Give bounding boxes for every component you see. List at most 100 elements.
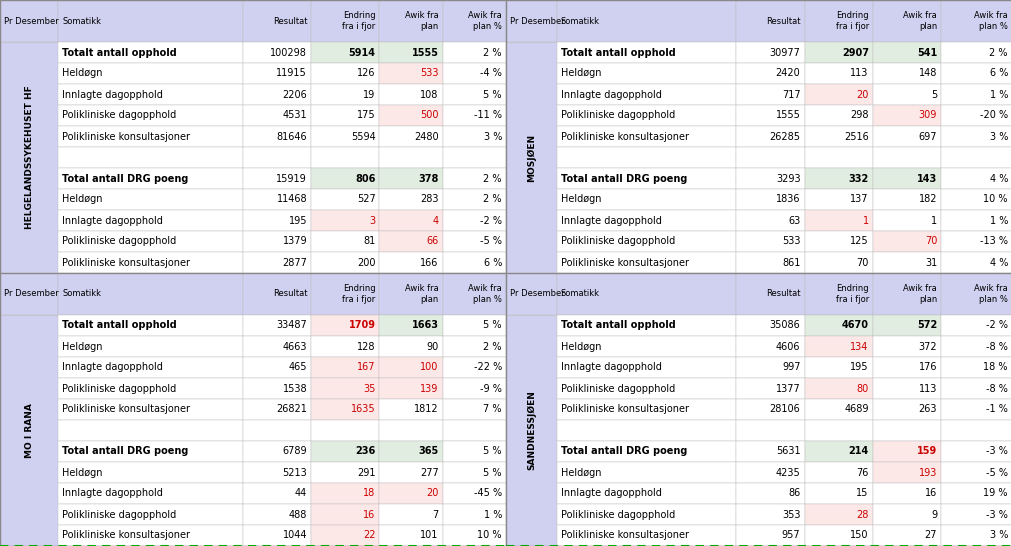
Text: 1379: 1379	[282, 236, 307, 246]
Text: Polikliniske konsultasjoner: Polikliniske konsultasjoner	[560, 405, 687, 414]
Bar	[379, 504, 443, 525]
Text: 30977: 30977	[768, 48, 800, 57]
Bar	[804, 462, 871, 483]
Bar	[556, 357, 736, 378]
Bar	[243, 42, 311, 63]
Bar	[804, 231, 871, 252]
Text: 861: 861	[782, 258, 800, 268]
Text: 81646: 81646	[276, 132, 307, 141]
Bar	[379, 168, 443, 189]
Text: Totalt antall opphold: Totalt antall opphold	[560, 48, 674, 57]
Bar	[379, 126, 443, 147]
Bar	[556, 63, 736, 84]
Bar	[871, 63, 940, 84]
Text: 277: 277	[420, 467, 439, 478]
Bar	[736, 420, 804, 441]
Bar	[871, 147, 940, 168]
Bar	[871, 441, 940, 462]
Text: 90: 90	[426, 341, 439, 352]
Bar	[556, 504, 736, 525]
Text: Pr Desember: Pr Desember	[4, 16, 59, 26]
Text: -2 %: -2 %	[479, 216, 501, 225]
Text: 70: 70	[855, 258, 867, 268]
Bar	[736, 147, 804, 168]
Bar	[379, 63, 443, 84]
Text: 148: 148	[918, 68, 936, 79]
Bar	[871, 378, 940, 399]
Bar	[871, 525, 940, 546]
Text: 4531: 4531	[282, 110, 307, 121]
Bar	[940, 441, 1011, 462]
Bar	[556, 168, 736, 189]
Bar	[379, 210, 443, 231]
Bar	[311, 105, 379, 126]
Bar	[379, 189, 443, 210]
Bar	[556, 210, 736, 231]
Bar	[59, 483, 243, 504]
Text: 236: 236	[355, 447, 375, 456]
Text: 5631: 5631	[775, 447, 800, 456]
Text: -2 %: -2 %	[985, 321, 1007, 330]
Text: 166: 166	[420, 258, 439, 268]
Bar	[243, 273, 311, 315]
Text: 20: 20	[855, 90, 867, 99]
Bar	[940, 168, 1011, 189]
Bar	[311, 231, 379, 252]
Text: Endring
fra i fjor: Endring fra i fjor	[342, 284, 375, 304]
Text: Innlagte dagopphold: Innlagte dagopphold	[560, 90, 661, 99]
Text: Heldøgn: Heldøgn	[560, 467, 601, 478]
Bar	[0, 42, 59, 273]
Text: 18: 18	[363, 489, 375, 498]
Text: Innlagte dagopphold: Innlagte dagopphold	[63, 216, 163, 225]
Text: 533: 533	[782, 236, 800, 246]
Text: 27: 27	[924, 531, 936, 541]
Text: Innlagte dagopphold: Innlagte dagopphold	[63, 363, 163, 372]
Bar	[59, 399, 243, 420]
Bar	[804, 189, 871, 210]
Bar	[736, 315, 804, 336]
Bar	[871, 231, 940, 252]
Text: Heldøgn: Heldøgn	[560, 194, 601, 205]
Text: Polikliniske dagopphold: Polikliniske dagopphold	[63, 509, 176, 519]
Text: 5: 5	[930, 90, 936, 99]
Text: 19: 19	[363, 90, 375, 99]
Bar	[311, 42, 379, 63]
Bar	[243, 462, 311, 483]
Bar	[243, 483, 311, 504]
Bar	[940, 483, 1011, 504]
Bar	[940, 210, 1011, 231]
Bar	[940, 273, 1011, 315]
Bar	[379, 525, 443, 546]
Text: 365: 365	[418, 447, 439, 456]
Bar	[311, 63, 379, 84]
Text: Awik fra
plan: Awik fra plan	[903, 284, 936, 304]
Bar	[940, 336, 1011, 357]
Bar	[379, 483, 443, 504]
Bar	[311, 273, 379, 315]
Text: 175: 175	[357, 110, 375, 121]
Bar	[443, 273, 506, 315]
Bar	[443, 399, 506, 420]
Text: 31: 31	[924, 258, 936, 268]
Bar	[736, 378, 804, 399]
Text: 139: 139	[420, 383, 439, 394]
Bar	[804, 126, 871, 147]
Bar	[940, 315, 1011, 336]
Text: Resultat: Resultat	[272, 16, 307, 26]
Text: 6 %: 6 %	[483, 258, 501, 268]
Text: 4606: 4606	[775, 341, 800, 352]
Bar	[379, 420, 443, 441]
Bar	[379, 315, 443, 336]
Bar	[59, 273, 243, 315]
Bar	[243, 399, 311, 420]
Text: 10 %: 10 %	[477, 531, 501, 541]
Bar	[871, 126, 940, 147]
Text: 35086: 35086	[769, 321, 800, 330]
Text: 541: 541	[916, 48, 936, 57]
Bar	[443, 231, 506, 252]
Bar	[59, 231, 243, 252]
Text: -3 %: -3 %	[985, 447, 1007, 456]
Bar	[871, 168, 940, 189]
Bar	[556, 525, 736, 546]
Text: 4663: 4663	[282, 341, 307, 352]
